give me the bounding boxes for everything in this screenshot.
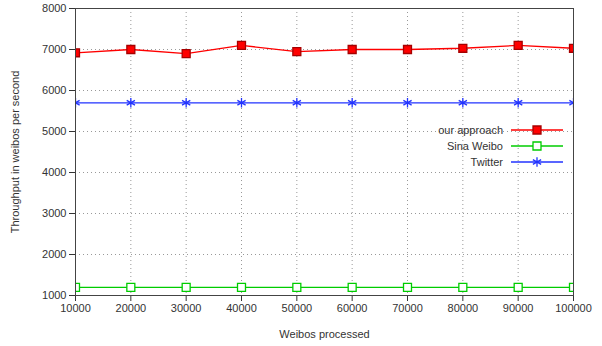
svg-text:80000: 80000 (448, 302, 479, 314)
svg-text:Weibos processed: Weibos processed (279, 328, 369, 340)
svg-text:70000: 70000 (392, 302, 423, 314)
svg-text:40000: 40000 (226, 302, 257, 314)
svg-text:7000: 7000 (42, 43, 66, 55)
svg-text:1000: 1000 (42, 289, 66, 301)
svg-text:4000: 4000 (42, 166, 66, 178)
svg-text:Twitter: Twitter (471, 155, 504, 167)
svg-text:2000: 2000 (42, 248, 66, 260)
svg-text:30000: 30000 (171, 302, 202, 314)
svg-text:Throughput in weibos per secon: Throughput in weibos per second (9, 71, 21, 234)
svg-text:20000: 20000 (116, 302, 147, 314)
svg-text:50000: 50000 (282, 302, 313, 314)
svg-text:3000: 3000 (42, 207, 66, 219)
svg-text:90000: 90000 (503, 302, 534, 314)
svg-text:8000: 8000 (42, 2, 66, 14)
svg-text:our approach: our approach (438, 123, 503, 135)
svg-text:100000: 100000 (555, 302, 592, 314)
svg-text:5000: 5000 (42, 125, 66, 137)
svg-text:10000: 10000 (60, 302, 91, 314)
svg-text:Sina Weibo: Sina Weibo (447, 139, 503, 151)
svg-text:6000: 6000 (42, 84, 66, 96)
svg-text:60000: 60000 (337, 302, 368, 314)
